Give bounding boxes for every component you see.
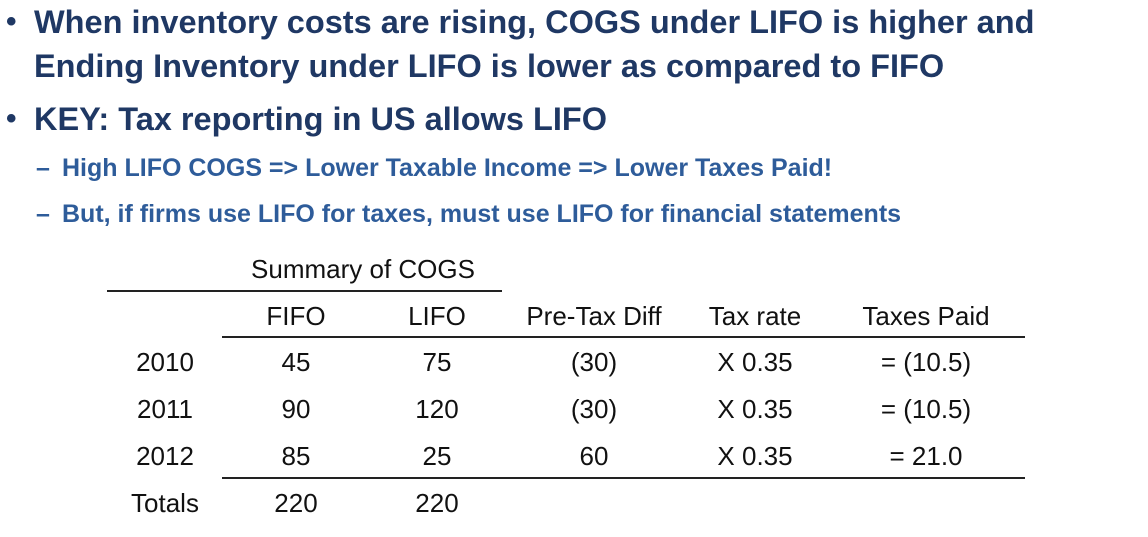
dash-icon: – bbox=[36, 154, 50, 182]
totals-fifo: 220 bbox=[274, 488, 318, 518]
table-group-header: Summary of COGS bbox=[251, 254, 475, 284]
bullet-line: When inventory costs are rising, COGS un… bbox=[34, 4, 1035, 40]
cell-tax-rate: X 0.35 bbox=[717, 394, 793, 424]
cell-pretax-diff: (30) bbox=[570, 394, 618, 424]
cell-lifo: 25 bbox=[422, 441, 452, 471]
bullet-icon: • bbox=[6, 5, 17, 38]
column-header-fifo: FIFO bbox=[266, 301, 326, 331]
bullet-line: Ending Inventory under LIFO is lower as … bbox=[34, 48, 945, 84]
dash-icon: – bbox=[36, 200, 50, 228]
cell-lifo: 120 bbox=[415, 394, 459, 424]
cell-taxes-paid: = (10.5) bbox=[880, 347, 972, 377]
row-label: 2010 bbox=[136, 347, 194, 377]
cell-lifo: 75 bbox=[422, 347, 452, 377]
header-rule bbox=[222, 336, 1025, 338]
cell-taxes-paid: = 21.0 bbox=[889, 441, 963, 471]
totals-rule bbox=[222, 477, 1025, 479]
cell-pretax-diff: 60 bbox=[579, 441, 609, 471]
column-header-pretax-diff: Pre-Tax Diff bbox=[526, 301, 662, 331]
column-header-lifo: LIFO bbox=[408, 301, 466, 331]
cell-fifo: 85 bbox=[281, 441, 311, 471]
cell-tax-rate: X 0.35 bbox=[717, 441, 793, 471]
cell-fifo: 90 bbox=[281, 394, 311, 424]
row-label: 2011 bbox=[137, 394, 193, 424]
sub-bullet-item: – But, if firms use LIFO for taxes, must… bbox=[36, 197, 901, 231]
row-label: 2012 bbox=[136, 441, 194, 471]
column-header-tax-rate: Tax rate bbox=[708, 301, 802, 331]
sub-bullet-item: – High LIFO COGS => Lower Taxable Income… bbox=[36, 151, 832, 185]
cell-taxes-paid: = (10.5) bbox=[880, 394, 972, 424]
bullet-item: • When inventory costs are rising, COGS … bbox=[6, 0, 1034, 88]
cell-fifo: 45 bbox=[281, 347, 311, 377]
sub-bullet-text: High LIFO COGS => Lower Taxable Income =… bbox=[62, 154, 833, 182]
totals-lifo: 220 bbox=[415, 488, 459, 518]
bullet-text: KEY: Tax reporting in US allows LIFO bbox=[34, 101, 608, 137]
bullet-item: • KEY: Tax reporting in US allows LIFO bbox=[6, 97, 607, 141]
bullet-icon: • bbox=[6, 102, 17, 135]
group-header-rule bbox=[107, 290, 502, 292]
totals-label: Totals bbox=[131, 488, 199, 518]
bullet-text: When inventory costs are rising, COGS un… bbox=[34, 0, 1034, 88]
cell-tax-rate: X 0.35 bbox=[717, 347, 793, 377]
cell-pretax-diff: (30) bbox=[570, 347, 618, 377]
column-header-taxes-paid: Taxes Paid bbox=[862, 301, 990, 331]
sub-bullet-text: But, if firms use LIFO for taxes, must u… bbox=[62, 200, 902, 228]
